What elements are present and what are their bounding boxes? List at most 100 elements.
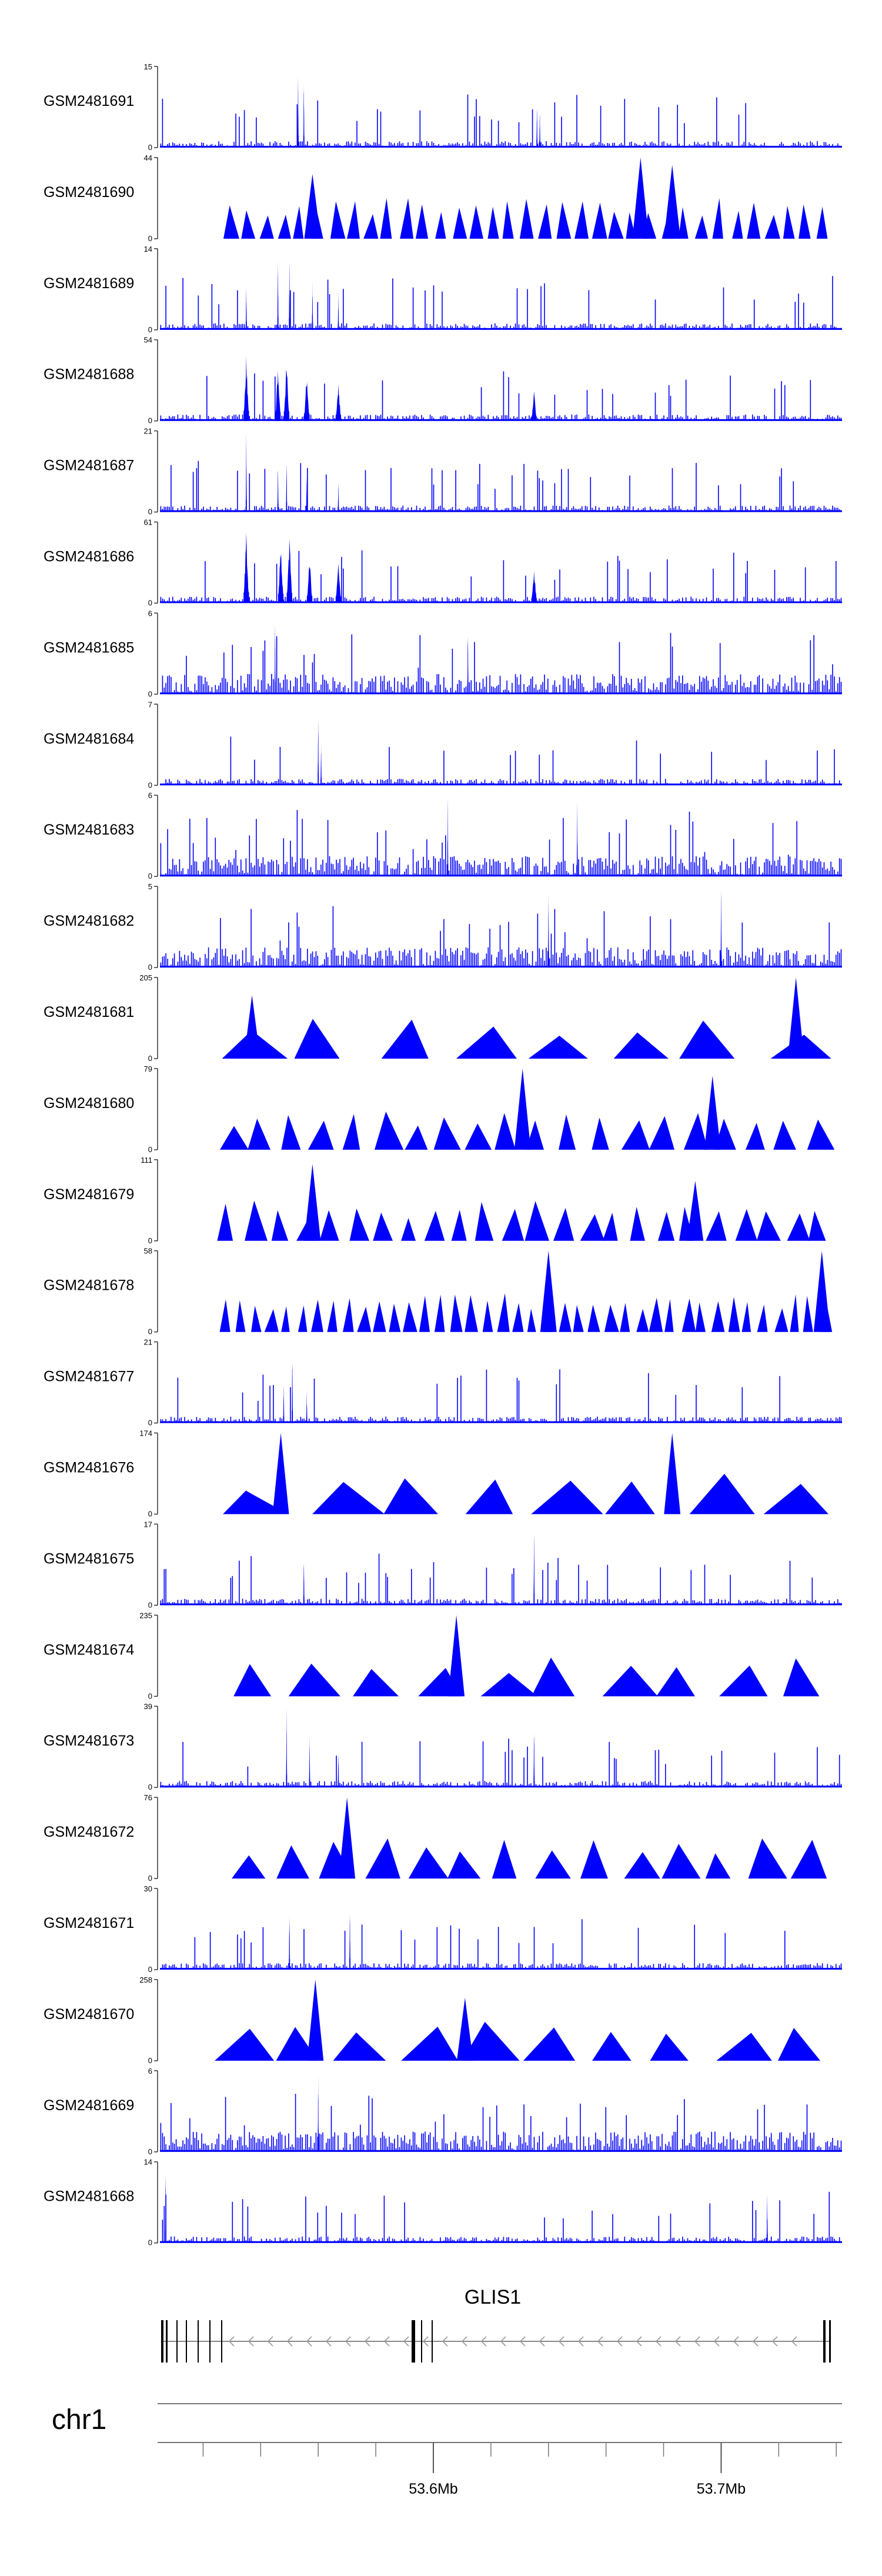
track-label: GSM2481678	[44, 1277, 134, 1294]
y-tick-label-max: 44	[144, 154, 152, 162]
y-tick-label-max: 14	[144, 2158, 152, 2167]
coverage-triangle	[580, 1214, 605, 1241]
coverage-peak	[272, 1433, 289, 1514]
coverage-peak	[245, 433, 247, 512]
coverage-peak	[338, 483, 339, 512]
track-label: GSM2481675	[44, 1550, 134, 1567]
y-tick-label-zero: 0	[148, 689, 152, 698]
y-tick-label-zero: 0	[148, 1874, 152, 1883]
track-GSM2481676: GSM2481676 174 0	[44, 1429, 828, 1519]
coverage-triangle	[683, 1113, 708, 1150]
y-tick-label-zero: 0	[148, 2147, 152, 2156]
strand-arrow	[655, 2336, 662, 2347]
track-label: GSM2481686	[44, 549, 134, 565]
track-GSM2481684: GSM2481684 7 0	[44, 700, 842, 789]
coverage-triangle	[383, 1478, 439, 1514]
coverage-triangle	[281, 1306, 290, 1332]
coverage-peak	[467, 636, 469, 695]
coverage-peak	[243, 356, 249, 421]
coverage-peak	[766, 2194, 768, 2243]
track-label: GSM2481679	[44, 1186, 134, 1203]
y-tick-label-max: 205	[139, 973, 152, 982]
y-tick-label-zero: 0	[148, 1510, 152, 1519]
y-tick-label-zero: 0	[148, 599, 152, 608]
exon	[166, 2320, 168, 2363]
strand-arrow	[442, 2336, 448, 2347]
coverage-peak	[309, 1737, 310, 1788]
y-tick-label-zero: 0	[148, 780, 152, 789]
track-label: GSM2481670	[44, 2006, 134, 2023]
axis-tick-label: 53.6Mb	[409, 2481, 457, 2497]
coverage-triangle	[495, 1113, 516, 1150]
strand-arrow	[733, 2336, 739, 2347]
coverage-triangle	[310, 1299, 323, 1332]
y-tick-label-max: 39	[144, 1702, 152, 1711]
strand-arrow	[267, 2336, 273, 2347]
coverage-triangle	[456, 1026, 517, 1059]
coverage-triangle	[349, 1208, 370, 1241]
coverage-triangle	[777, 2027, 821, 2061]
coverage-peak	[318, 2072, 319, 2152]
coverage-triangle	[662, 1844, 701, 1879]
coverage-triangle	[602, 1213, 618, 1241]
track-GSM2481678: GSM2481678 58 0	[44, 1247, 833, 1336]
coverage-peak	[243, 532, 249, 603]
coverage-peak	[307, 1979, 324, 2061]
coverage-triangle	[592, 202, 607, 239]
strand-arrow	[364, 2336, 370, 2347]
coverage-triangle	[487, 206, 499, 239]
track-label: GSM2481681	[44, 1004, 134, 1020]
coverage-triangle	[519, 199, 534, 239]
coverage-peak	[338, 291, 339, 330]
exon	[421, 2320, 422, 2363]
y-tick-label-zero: 0	[148, 234, 152, 243]
track-label: GSM2481687	[44, 458, 134, 474]
track-GSM2481671: GSM2481671 30 0	[44, 1884, 842, 1974]
coverage-peak	[704, 1076, 721, 1150]
coverage-triangle	[535, 1850, 571, 1879]
exon	[829, 2320, 831, 2363]
coverage-triangle	[512, 1303, 524, 1332]
coverage-triangle	[381, 1019, 429, 1059]
y-tick-label-zero: 0	[148, 1691, 152, 1700]
coverage-triangle	[624, 1852, 660, 1879]
coverage-triangle	[604, 1304, 619, 1332]
track-label: GSM2481671	[44, 1915, 134, 1931]
coverage-triangle	[248, 1119, 271, 1150]
coverage-triangle	[527, 1309, 536, 1332]
exon	[186, 2320, 187, 2363]
y-tick-label-zero: 0	[148, 963, 152, 972]
coverage-triangle	[711, 1301, 725, 1332]
y-tick-label-zero: 0	[148, 1236, 152, 1245]
coverage-triangle	[608, 212, 624, 239]
coverage-triangle	[363, 214, 379, 239]
coverage-triangle	[342, 1114, 360, 1150]
y-tick-label-max: 61	[144, 518, 152, 527]
coverage-triangle	[630, 1207, 645, 1241]
coverage-triangle	[523, 2027, 576, 2061]
coverage-triangle	[365, 1838, 400, 1879]
coverage-peak	[533, 1733, 535, 1788]
track-GSM2481682: GSM2481682 5 0	[44, 882, 842, 972]
coverage-peak	[540, 1250, 557, 1332]
coverage-peak	[304, 174, 321, 239]
coverage-triangle	[712, 198, 723, 239]
baseline-coverage	[160, 328, 842, 330]
coverage-peak	[303, 1564, 305, 1606]
axis-tick-label: 53.7Mb	[697, 2481, 746, 2497]
y-tick-label-zero: 0	[148, 2056, 152, 2065]
coverage-triangle	[531, 1657, 575, 1697]
coverage-peak	[303, 83, 305, 148]
genome-axis: chr1 53.6Mb 53.7Mb	[52, 2403, 842, 2497]
y-tick-label-max: 111	[141, 1156, 152, 1164]
coverage-triangle	[502, 201, 514, 239]
coverage-peak	[335, 383, 342, 421]
coverage-triangle	[621, 1120, 650, 1150]
baseline-coverage	[160, 146, 842, 148]
track-GSM2481677: GSM2481677 21 0	[44, 1338, 842, 1427]
y-tick-label-zero: 0	[148, 416, 152, 425]
coverage-triangle	[374, 1112, 404, 1150]
coverage-triangle	[347, 201, 360, 239]
track-GSM2481688: GSM2481688 54 0	[44, 336, 842, 425]
coverage-triangle	[664, 1299, 674, 1332]
